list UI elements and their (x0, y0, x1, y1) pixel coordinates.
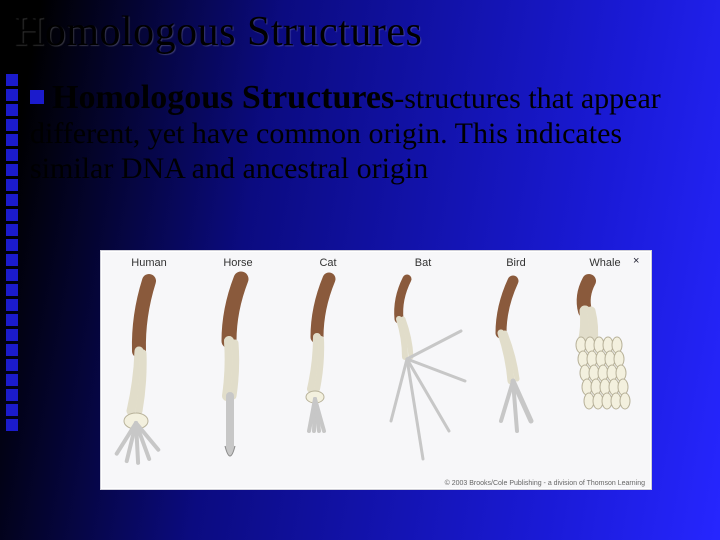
limb-label: Horse (197, 257, 279, 269)
limb-svg (197, 271, 279, 471)
left-square-strip (6, 74, 20, 431)
limb-whale: Whale (561, 257, 649, 471)
limb-label: Bat (377, 257, 469, 269)
figure-copyright: © 2003 Brooks/Cole Publishing - a divisi… (445, 480, 645, 487)
bullet-block: Homologous Structures-structures that ap… (30, 78, 690, 186)
limb-svg (287, 271, 369, 471)
limb-horse: Horse (197, 257, 279, 471)
limb-svg (377, 271, 469, 471)
limb-svg (109, 271, 189, 471)
limb-label: Whale (561, 257, 649, 269)
bullet-bold: Homologous Structures (52, 79, 394, 116)
homologous-figure: × © 2003 Brooks/Cole Publishing - a divi… (100, 250, 652, 490)
limb-human: Human (109, 257, 189, 471)
limb-cat: Cat (287, 257, 369, 471)
bullet-text: Homologous Structures-structures that ap… (30, 82, 661, 185)
limb-label: Cat (287, 257, 369, 269)
limb-svg (561, 271, 649, 471)
limb-bird: Bird (477, 257, 555, 471)
slide: Homologous Structures Homologous Structu… (0, 0, 720, 540)
limb-bat: Bat (377, 257, 469, 471)
limb-svg (477, 271, 555, 471)
limb-label: Bird (477, 257, 555, 269)
limb-label: Human (109, 257, 189, 269)
bullet-square (30, 90, 44, 104)
page-title: Homologous Structures (14, 8, 704, 56)
